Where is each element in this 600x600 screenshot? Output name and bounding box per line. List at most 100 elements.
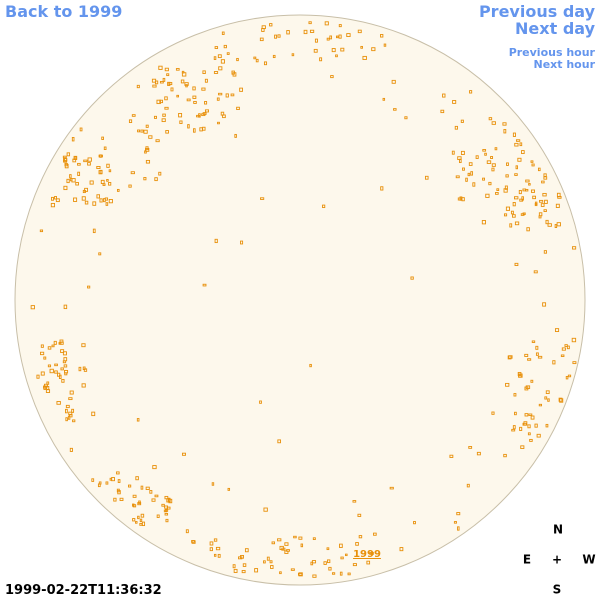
- feature: [530, 379, 534, 383]
- feature: [559, 398, 564, 403]
- feature: [326, 547, 330, 551]
- feature: [503, 129, 507, 134]
- feature: [494, 147, 498, 151]
- feature: [77, 162, 81, 166]
- feature: [215, 546, 221, 551]
- feature: [263, 507, 268, 512]
- feature: [270, 565, 274, 569]
- feature: [199, 127, 203, 132]
- feature: [185, 529, 189, 534]
- feature: [67, 415, 71, 420]
- feature: [51, 344, 55, 348]
- back-link[interactable]: Back to 1999: [5, 2, 122, 21]
- feature: [525, 179, 530, 183]
- feature: [538, 403, 543, 407]
- feature: [545, 219, 549, 225]
- feature: [389, 486, 394, 490]
- feature: [158, 171, 162, 176]
- feature: [71, 178, 76, 183]
- feature: [503, 453, 507, 458]
- feature: [567, 374, 572, 378]
- year-link[interactable]: 1999: [353, 549, 381, 560]
- feature: [79, 127, 83, 132]
- feature: [39, 229, 44, 233]
- feature: [181, 70, 185, 74]
- feature: [468, 446, 473, 449]
- feature: [410, 276, 414, 280]
- feature: [357, 29, 362, 34]
- feature: [452, 100, 457, 104]
- feature: [310, 561, 314, 566]
- feature: [99, 198, 103, 203]
- feature: [213, 553, 217, 557]
- feature: [564, 344, 568, 347]
- feature: [514, 411, 517, 416]
- feature: [193, 100, 197, 104]
- feature: [340, 556, 344, 560]
- feature: [521, 150, 525, 154]
- feature: [340, 47, 345, 52]
- feature: [30, 305, 35, 310]
- feature: [78, 366, 82, 372]
- feature: [560, 354, 565, 357]
- feature: [504, 185, 508, 190]
- feature: [136, 418, 140, 422]
- feature: [319, 57, 323, 62]
- feature: [143, 177, 147, 181]
- feature: [71, 408, 75, 413]
- feature: [96, 166, 101, 169]
- feature: [116, 488, 120, 493]
- feature: [47, 346, 52, 350]
- feature: [413, 521, 416, 525]
- feature: [233, 568, 238, 573]
- feature: [155, 139, 160, 143]
- feature: [535, 345, 539, 350]
- feature: [472, 182, 476, 187]
- feature: [523, 421, 528, 426]
- feature: [165, 130, 169, 134]
- next-hour-link[interactable]: Next hour: [534, 58, 596, 71]
- feature: [145, 146, 149, 151]
- feature: [65, 404, 70, 409]
- feature: [53, 340, 57, 345]
- feature: [328, 566, 332, 571]
- feature: [369, 551, 374, 555]
- previous-hour-link[interactable]: Previous hour: [509, 46, 596, 59]
- feature: [202, 283, 207, 287]
- feature: [227, 487, 231, 491]
- feature: [54, 370, 58, 374]
- next-day-link[interactable]: Next day: [515, 19, 596, 38]
- feature: [339, 571, 343, 576]
- feature: [261, 27, 265, 32]
- feature: [180, 79, 185, 84]
- feature: [213, 56, 217, 60]
- feature: [524, 353, 529, 357]
- feature: [84, 200, 89, 205]
- feature: [512, 214, 516, 218]
- feature: [105, 481, 109, 485]
- feature: [535, 352, 539, 356]
- feature: [346, 33, 351, 38]
- feature: [131, 114, 136, 117]
- feature: [475, 155, 479, 159]
- feature: [63, 364, 68, 368]
- feature: [54, 196, 57, 200]
- feature: [220, 59, 225, 64]
- feature: [47, 364, 52, 368]
- feature: [64, 158, 68, 162]
- feature: [525, 385, 531, 389]
- feature: [481, 220, 486, 225]
- feature: [140, 513, 145, 518]
- feature: [184, 82, 189, 86]
- feature: [164, 512, 169, 516]
- feature: [62, 155, 67, 159]
- feature: [128, 484, 132, 488]
- feature: [357, 513, 362, 517]
- feature: [239, 87, 243, 92]
- feature: [63, 304, 68, 310]
- feature: [540, 203, 545, 207]
- feature: [309, 363, 312, 368]
- previous-day-link[interactable]: Previous day: [479, 2, 596, 21]
- feature: [468, 162, 473, 166]
- feature: [442, 93, 446, 98]
